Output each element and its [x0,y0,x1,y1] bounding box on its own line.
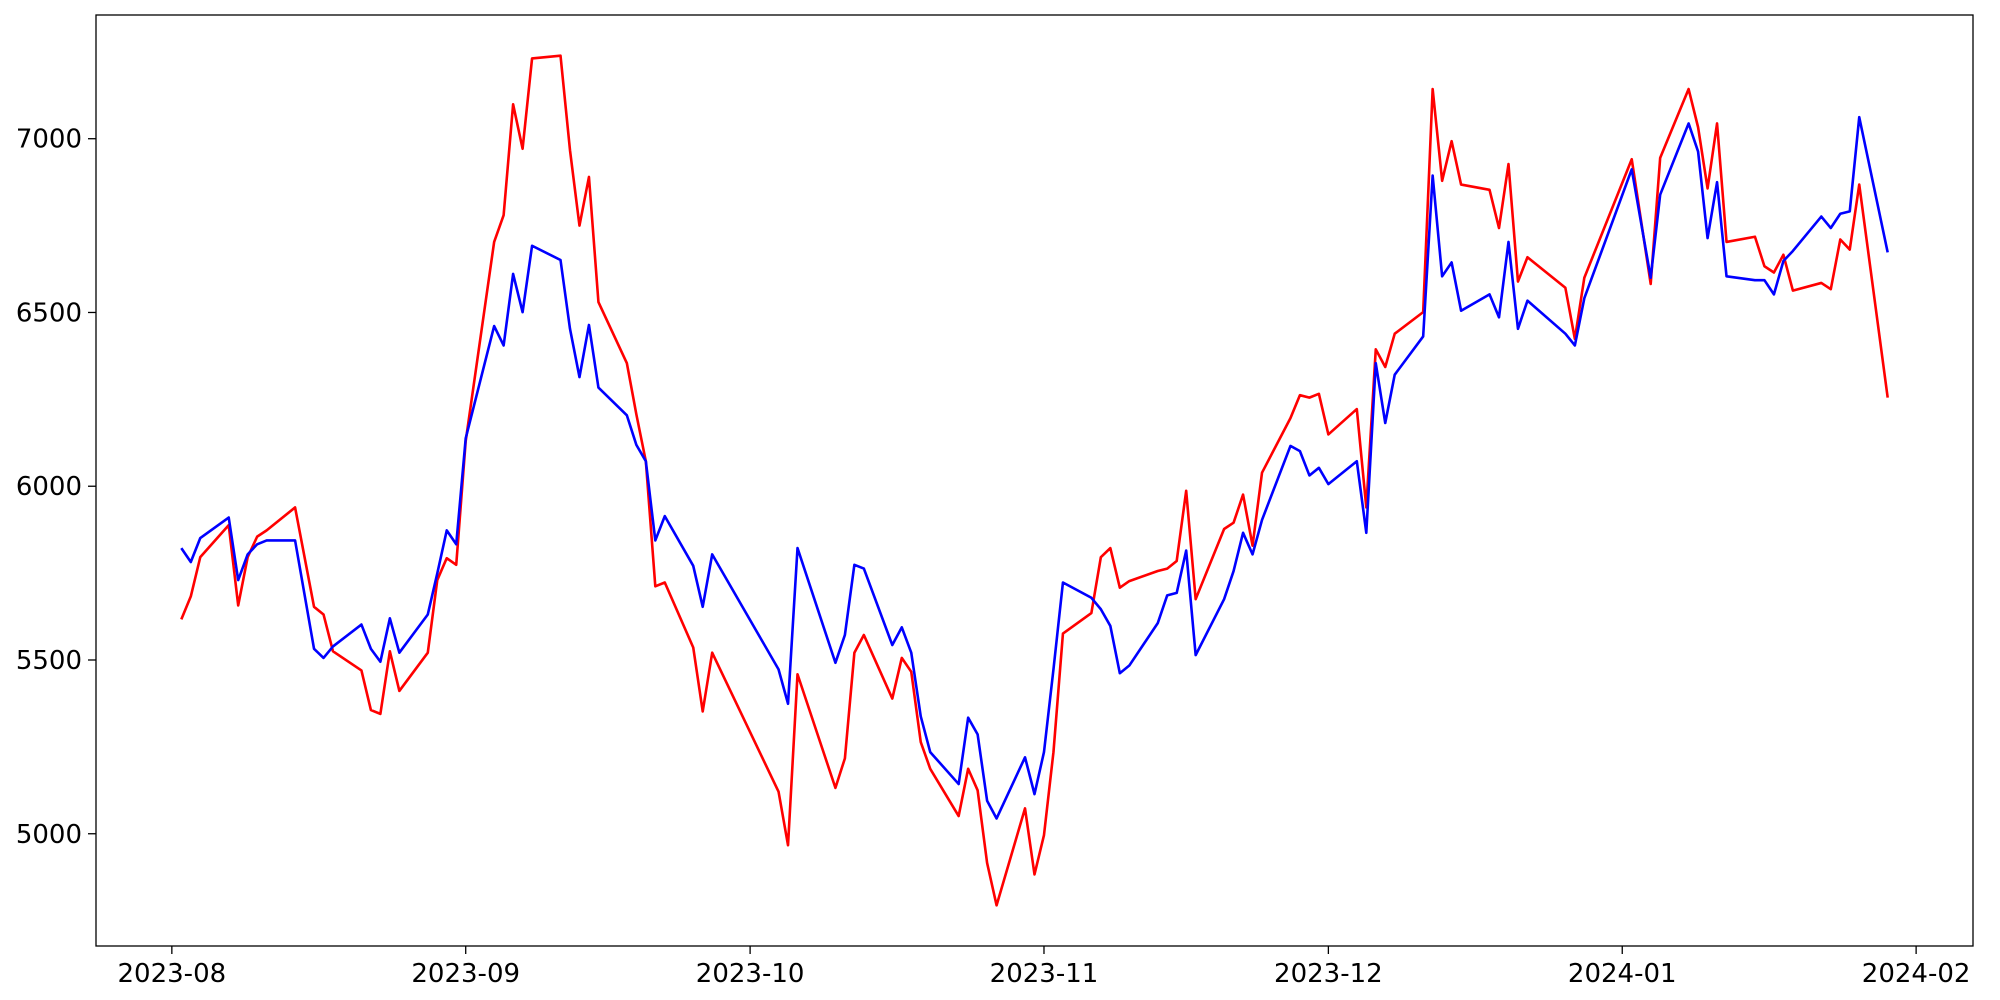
plot-frame [95,14,1974,947]
x-tick-label: 2023-11 [990,959,1099,989]
x-tick-label: 2024-02 [1862,959,1971,989]
line-series [180,115,1889,820]
x-tick-label: 2023-08 [118,959,227,989]
x-tick-label: 2024-01 [1568,959,1677,989]
y-tick-label: 7000 [16,125,82,155]
y-tick-label: 6500 [16,298,82,328]
y-tick-label: 6000 [16,472,82,502]
x-tick-label: 2023-09 [411,959,520,989]
line-series [180,54,1889,907]
y-tick-label: 5000 [16,820,82,850]
y-tick-label: 5500 [16,646,82,676]
x-tick-label: 2023-10 [696,959,805,989]
x-tick-label: 2023-12 [1274,959,1383,989]
